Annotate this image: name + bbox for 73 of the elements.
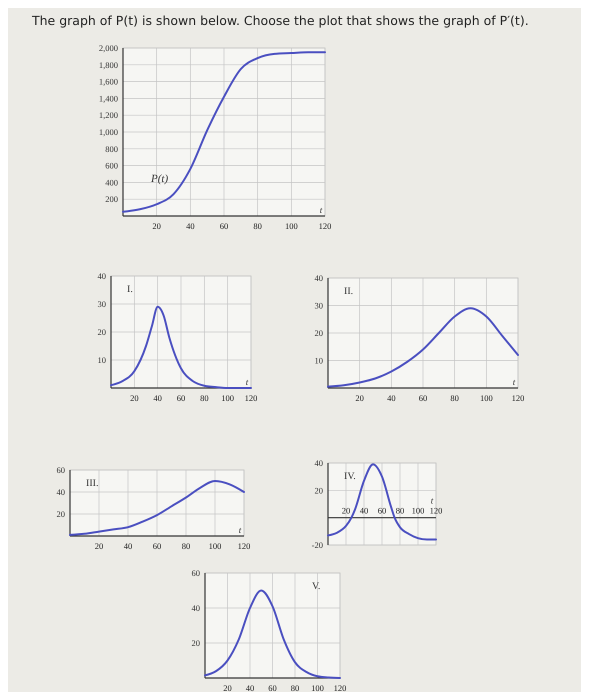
x-axis-title: t (512, 377, 516, 387)
y-tick-label: 600 (105, 160, 118, 171)
y-tick-label: 60 (56, 465, 65, 475)
annotation: IV. (344, 471, 356, 482)
x-tick-label: 80 (182, 541, 190, 551)
y-tick-label: 1,400 (98, 93, 118, 104)
annotation: P(t) (150, 173, 168, 185)
y-tick-label: 40 (98, 271, 106, 281)
y-tick-label: 20 (192, 638, 200, 648)
x-tick-label: 80 (200, 393, 209, 403)
y-tick-label: 40 (192, 603, 200, 613)
x-tick-label: 80 (450, 393, 459, 403)
x-tick-label: 20 (342, 506, 350, 516)
y-tick-label: 2,000 (98, 43, 118, 53)
y-tick-label: 20 (314, 328, 323, 338)
y-tick-label: 200 (105, 194, 118, 204)
x-tick-label: 20 (130, 393, 139, 403)
y-tick-label: -20 (312, 540, 323, 550)
x-tick-label: 100 (208, 541, 222, 551)
x-tick-label: 20 (223, 683, 232, 693)
annotation: V. (312, 581, 320, 592)
x-tick-label: 120 (238, 541, 250, 551)
y-tick-label: 40 (314, 458, 323, 468)
y-tick-label: 30 (98, 299, 106, 309)
y-tick-label: 30 (314, 300, 323, 310)
y-tick-label: 20 (314, 485, 323, 496)
y-tick-label: 1,800 (98, 60, 118, 70)
x-tick-label: 80 (396, 506, 404, 516)
x-tick-label: 100 (412, 506, 424, 516)
y-tick-label: 1,600 (98, 76, 118, 87)
x-tick-label: 120 (334, 683, 346, 693)
x-tick-label: 60 (268, 683, 277, 693)
x-axis-title: t (246, 377, 249, 387)
x-tick-label: 40 (153, 393, 162, 403)
chart-title: The graph of P(t) is shown below. Choose the plot that shows the graph of P′(t). (31, 13, 529, 28)
annotation: II. (344, 286, 354, 297)
y-tick-label: 60 (192, 568, 200, 578)
x-tick-label: 60 (378, 506, 386, 516)
line-series (122, 51, 326, 213)
y-tick-label: 40 (56, 487, 65, 497)
x-tick-label: 120 (512, 393, 524, 403)
x-tick-label: 80 (253, 221, 262, 231)
x-tick-label: 40 (246, 683, 254, 693)
y-tick-label: 800 (105, 144, 118, 154)
y-tick-label: 1,200 (98, 110, 118, 120)
x-tick-label: 100 (311, 683, 324, 693)
x-tick-label: 120 (318, 221, 332, 231)
annotation: I. (127, 284, 133, 295)
x-tick-label: 120 (430, 506, 442, 516)
x-tick-label: 100 (284, 221, 298, 231)
x-tick-label: 60 (418, 393, 428, 403)
y-tick-label: 400 (105, 177, 118, 188)
x-tick-label: 100 (221, 393, 234, 403)
y-tick-label: 1,000 (98, 127, 118, 137)
y-tick-label: 20 (98, 327, 106, 337)
x-tick-label: 100 (480, 393, 493, 403)
x-axis-title: t (320, 205, 323, 215)
x-tick-label: 40 (387, 393, 396, 403)
x-axis-title: t (238, 525, 242, 535)
x-tick-label: 60 (220, 221, 228, 231)
x-tick-label: 80 (290, 683, 300, 693)
y-tick-label: 10 (314, 356, 323, 366)
annotation: III. (86, 478, 98, 489)
x-tick-label: 40 (360, 506, 368, 516)
y-tick-label: 40 (314, 273, 323, 283)
x-tick-label: 20 (355, 393, 364, 403)
x-tick-label: 20 (152, 221, 161, 231)
x-tick-label: 40 (124, 541, 132, 551)
x-tick-label: 60 (176, 393, 186, 403)
y-tick-label: 10 (98, 355, 106, 365)
x-tick-label: 60 (152, 541, 162, 551)
x-axis-title: t (430, 496, 434, 506)
x-tick-label: 120 (244, 393, 258, 403)
